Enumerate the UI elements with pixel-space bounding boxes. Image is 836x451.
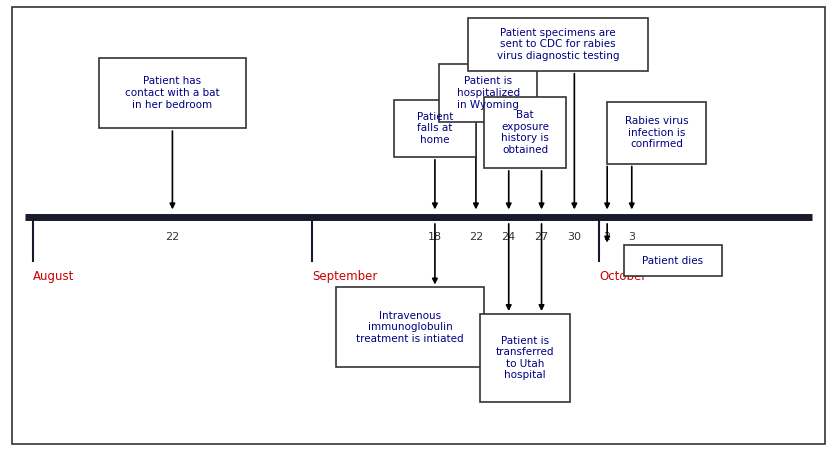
Bar bbox=[606, 102, 705, 164]
Text: Patient dies: Patient dies bbox=[641, 256, 702, 266]
Text: 3: 3 bbox=[628, 232, 635, 242]
Text: 27: 27 bbox=[533, 232, 548, 242]
Text: Rabies virus
infection is
confirmed: Rabies virus infection is confirmed bbox=[624, 116, 687, 149]
Bar bbox=[336, 287, 483, 367]
Text: 22: 22 bbox=[165, 232, 180, 242]
Bar bbox=[483, 97, 565, 168]
Text: Patient is
hospitalized
in Wyoming: Patient is hospitalized in Wyoming bbox=[456, 76, 519, 110]
Text: Patient has
contact with a bat
in her bedroom: Patient has contact with a bat in her be… bbox=[125, 76, 220, 110]
Bar bbox=[467, 18, 647, 71]
Text: 30: 30 bbox=[567, 232, 581, 242]
Bar bbox=[480, 314, 569, 402]
Bar bbox=[99, 58, 246, 128]
Text: 2: 2 bbox=[603, 232, 610, 242]
Text: Bat
exposure
history is
obtained: Bat exposure history is obtained bbox=[501, 110, 548, 155]
Text: 22: 22 bbox=[468, 232, 482, 242]
Text: August: August bbox=[33, 270, 74, 283]
Bar bbox=[623, 245, 721, 276]
Text: September: September bbox=[312, 270, 377, 283]
Text: October: October bbox=[599, 270, 645, 283]
Text: 18: 18 bbox=[427, 232, 441, 242]
Text: Patient
falls at
home: Patient falls at home bbox=[416, 112, 452, 145]
Text: Intravenous
immunoglobulin
treatment is intiated: Intravenous immunoglobulin treatment is … bbox=[356, 311, 463, 344]
Bar bbox=[394, 100, 476, 157]
Text: 24: 24 bbox=[501, 232, 515, 242]
Bar bbox=[438, 64, 537, 122]
Text: Patient is
transferred
to Utah
hospital: Patient is transferred to Utah hospital bbox=[495, 336, 553, 381]
Text: Patient specimens are
sent to CDC for rabies
virus diagnostic testing: Patient specimens are sent to CDC for ra… bbox=[496, 28, 619, 61]
